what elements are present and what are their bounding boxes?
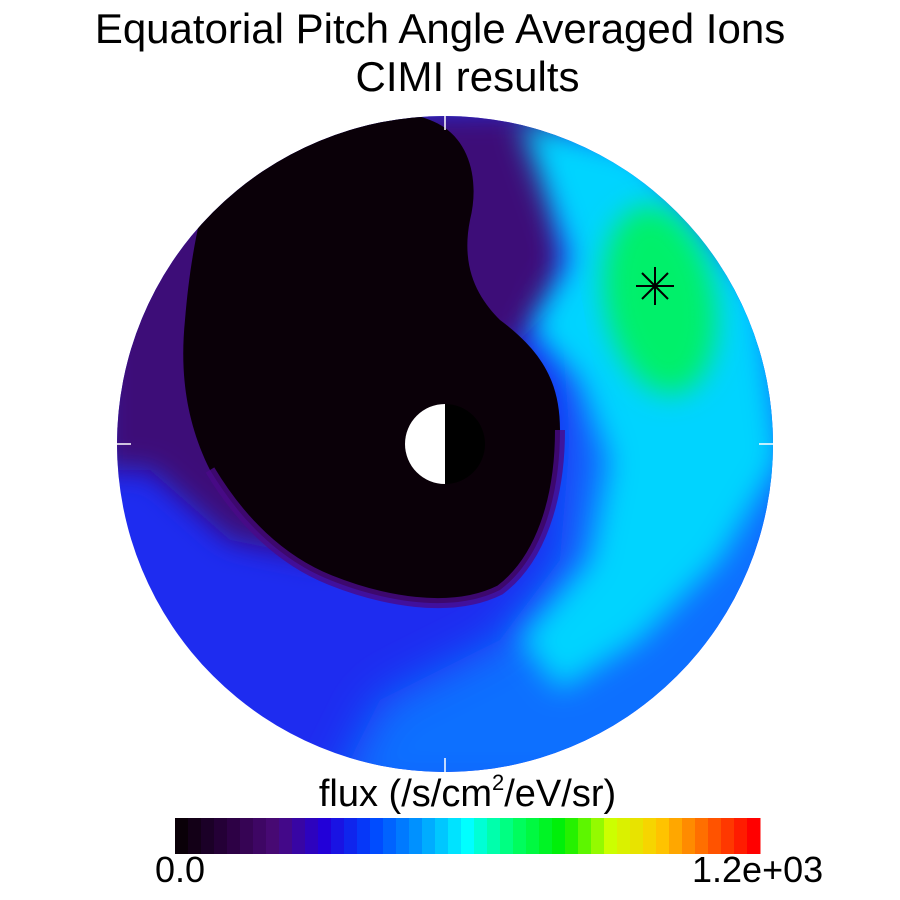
- flux-region-core: [183, 116, 560, 604]
- colorbar-step: [539, 818, 553, 854]
- colorbar-step: [201, 818, 215, 854]
- asterisk-marker: [636, 267, 674, 305]
- colorbar-min-label: 0.0: [155, 849, 206, 890]
- colorbar-step: [409, 818, 423, 854]
- flux-disc: [117, 116, 773, 772]
- colorbar-step: [461, 818, 475, 854]
- colorbar-step: [435, 818, 449, 854]
- chart-subtitle: CIMI results: [355, 53, 580, 100]
- colorbar-step: [747, 818, 761, 854]
- colorbar-step: [708, 818, 722, 854]
- colorbar-step: [734, 818, 748, 854]
- flux-region-core-rim: [205, 429, 565, 609]
- colorbar-step: [279, 818, 293, 854]
- colorbar-step: [240, 818, 254, 854]
- colorbar-step: [396, 818, 410, 854]
- chart-title: Equatorial Pitch Angle Averaged Ions: [94, 5, 786, 52]
- flux-region-cyan: [520, 120, 773, 690]
- planet-nightside: [445, 404, 485, 484]
- colorbar-max-label: 1.2e+03: [692, 849, 824, 890]
- colorbar-step: [682, 818, 696, 854]
- colorbar-step: [305, 818, 319, 854]
- colorbar-step: [643, 818, 657, 854]
- colorbar-step: [656, 818, 670, 854]
- colorbar-step: [331, 818, 345, 854]
- colorbar-step: [266, 818, 280, 854]
- colorbar-step: [630, 818, 644, 854]
- colorbar-step: [370, 818, 384, 854]
- colorbar-step: [578, 818, 592, 854]
- colorbar-step: [526, 818, 540, 854]
- colorbar-step: [383, 818, 397, 854]
- colorbar-step: [253, 818, 267, 854]
- colorbar-step: [318, 818, 332, 854]
- colorbar-step: [591, 818, 605, 854]
- colorbar-step: [695, 818, 709, 854]
- flux-region-peak: [603, 205, 717, 395]
- colorbar-step: [669, 818, 683, 854]
- colorbar-step: [500, 818, 514, 854]
- colorbar-step: [188, 818, 202, 854]
- colorbar-step: [617, 818, 631, 854]
- colorbar-step: [175, 818, 189, 854]
- colorbar-step: [422, 818, 436, 854]
- planet-dayside: [405, 404, 445, 484]
- colorbar-step: [513, 818, 527, 854]
- colorbar-label: flux (/s/cm2/eV/sr): [318, 770, 617, 816]
- colorbar-step: [604, 818, 618, 854]
- colorbar-step: [214, 818, 228, 854]
- colorbar-step: [357, 818, 371, 854]
- colorbar-step: [474, 818, 488, 854]
- axis-ticks: [117, 116, 773, 772]
- colorbar-step: [292, 818, 306, 854]
- colorbar-step: [487, 818, 501, 854]
- colorbar-step: [721, 818, 735, 854]
- colorbar-step: [344, 818, 358, 854]
- colorbar-step: [448, 818, 462, 854]
- planet: [405, 404, 485, 484]
- colorbar-step: [565, 818, 579, 854]
- colorbar-step: [227, 818, 241, 854]
- colorbar-step: [552, 818, 566, 854]
- colorbar-steps: [175, 818, 761, 854]
